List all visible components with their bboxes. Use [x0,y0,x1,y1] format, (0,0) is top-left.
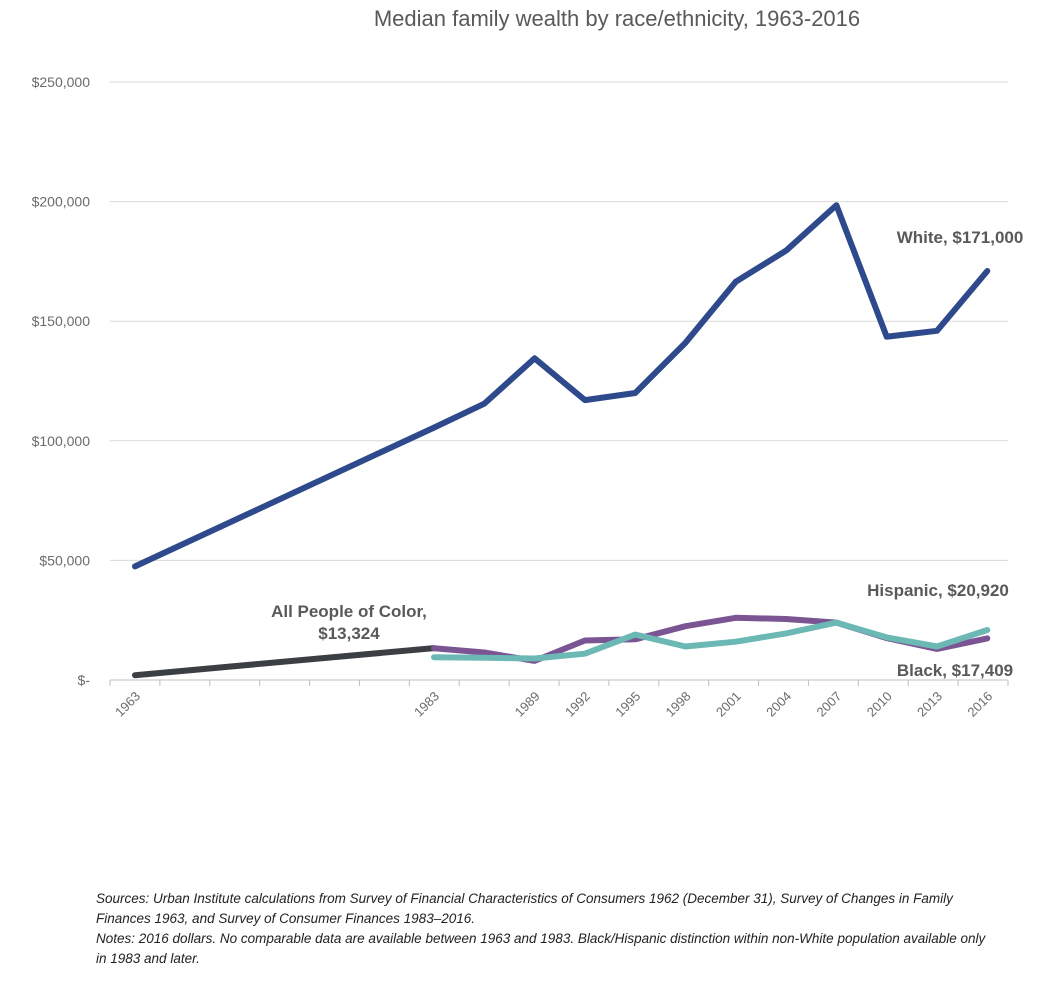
y-tick-label: $- [78,672,91,688]
data-point-hispanic [532,656,538,661]
x-tick-label: 1998 [663,689,694,720]
data-point-black [984,635,990,641]
series-line-all-people-of-color [132,645,437,679]
data-point-hispanic [833,620,839,626]
series-line-hispanic [431,619,991,662]
x-tick-label: 2001 [713,689,744,720]
y-tick-label: $150,000 [32,313,91,329]
x-tick-label: 2007 [813,689,844,720]
x-tick-label: 2004 [763,689,794,720]
data-point-black [481,650,487,655]
data-point-hispanic [582,651,588,657]
x-tick-label: 1992 [562,689,593,720]
data-point-hispanic [884,634,890,640]
data-point-white [833,202,839,208]
data-point-hispanic [783,630,789,636]
data-point-white [532,355,538,361]
data-point-all-people-of-color [132,672,138,678]
x-tick-label: 1963 [112,689,143,720]
x-tick-label: 1989 [512,689,543,720]
notes-text: Notes: 2016 dollars. No comparable data … [96,931,986,966]
annotation-black: Black, $17,409 [897,661,1013,680]
series-lines [132,202,991,679]
gridlines [110,81,1008,561]
x-tick-label: 1995 [612,689,643,720]
y-axis-tick-labels: $- $50,000 $100,000 $150,000 $200,000 $250,00… [32,74,91,688]
data-point-white [481,401,487,407]
x-axis: 1963 1983 1989 1992 1995 1998 2001 2004 2007 2010… [109,679,1009,720]
data-point-hispanic [733,639,739,645]
data-point-black [683,623,688,629]
data-point-white [132,563,138,569]
data-point-black [582,638,588,643]
x-tick-label: 2013 [914,689,945,720]
data-point-white [582,397,588,403]
data-point-white [984,268,990,274]
y-tick-label: $50,000 [39,552,90,568]
y-tick-label: $200,000 [32,194,91,210]
data-point-white [431,425,437,431]
series-line-white [132,202,991,570]
data-point-hispanic [431,654,437,660]
x-tick-label: 2016 [964,689,995,720]
data-point-hispanic [984,627,990,633]
data-point-white [884,334,890,340]
data-point-black [431,645,437,651]
annotation-poc-line1: All People of Color, [271,602,427,621]
data-point-black [733,615,739,621]
data-point-white [733,279,739,285]
y-tick-label: $250,000 [32,74,91,90]
data-point-hispanic [934,644,940,649]
line-chart: Median family wealth by race/ethnicity, … [32,6,1024,720]
annotation-white: White, $171,000 [897,228,1024,247]
y-tick-label: $100,000 [32,433,91,449]
data-point-white [683,340,688,346]
data-point-white [783,248,789,254]
x-tick-label: 1983 [411,689,442,720]
sources-text: Sources: Urban Institute calculations fr… [96,891,953,926]
data-point-hispanic [683,644,688,649]
annotation-hispanic: Hispanic, $20,920 [867,581,1009,600]
data-point-black [783,616,789,622]
annotation-poc-line2: $13,324 [318,624,380,643]
x-tick-label: 2010 [864,689,895,720]
data-point-white [934,328,940,334]
data-point-hispanic [481,655,487,661]
chart-notes: Sources: Urban Institute calculations fr… [96,889,996,969]
data-point-white [632,390,638,396]
chart-title: Median family wealth by race/ethnicity, … [374,6,860,31]
data-point-hispanic [632,632,638,638]
